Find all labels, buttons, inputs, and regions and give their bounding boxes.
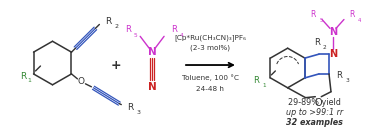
Text: R: R bbox=[254, 76, 259, 85]
Text: R: R bbox=[336, 71, 342, 80]
Text: R: R bbox=[310, 10, 316, 19]
Text: 5: 5 bbox=[133, 33, 137, 38]
Text: 24-48 h: 24-48 h bbox=[197, 86, 225, 92]
Text: 3: 3 bbox=[345, 78, 349, 83]
Text: N: N bbox=[329, 27, 337, 37]
Text: R: R bbox=[349, 10, 355, 19]
Text: 1: 1 bbox=[263, 83, 266, 88]
Text: (2-3 mol%): (2-3 mol%) bbox=[191, 45, 231, 51]
Text: R: R bbox=[105, 17, 112, 26]
Text: R: R bbox=[20, 72, 27, 81]
Text: O: O bbox=[314, 98, 322, 108]
Text: Toluene, 100 °C: Toluene, 100 °C bbox=[182, 75, 239, 81]
Text: [Cp*Ru(CH₃CN)₃]PF₆: [Cp*Ru(CH₃CN)₃]PF₆ bbox=[174, 34, 246, 41]
Text: +: + bbox=[111, 59, 122, 72]
Text: N: N bbox=[148, 82, 156, 92]
Text: R: R bbox=[127, 103, 133, 112]
Text: 3: 3 bbox=[136, 110, 140, 115]
Text: 4: 4 bbox=[180, 33, 184, 38]
Text: R: R bbox=[125, 25, 131, 34]
Text: O: O bbox=[78, 77, 85, 86]
Text: 4: 4 bbox=[358, 18, 362, 23]
Text: 1: 1 bbox=[28, 78, 31, 83]
Text: N: N bbox=[329, 49, 337, 59]
Text: 5: 5 bbox=[319, 18, 323, 23]
Text: R: R bbox=[314, 38, 320, 47]
Text: 2: 2 bbox=[114, 24, 118, 29]
Text: R: R bbox=[171, 25, 177, 34]
Text: 2: 2 bbox=[323, 45, 327, 50]
Text: 32 examples: 32 examples bbox=[286, 118, 343, 127]
Text: up to >99:1 rr: up to >99:1 rr bbox=[286, 108, 343, 117]
Text: 29-89% yield: 29-89% yield bbox=[288, 98, 341, 107]
Text: N: N bbox=[148, 47, 156, 57]
